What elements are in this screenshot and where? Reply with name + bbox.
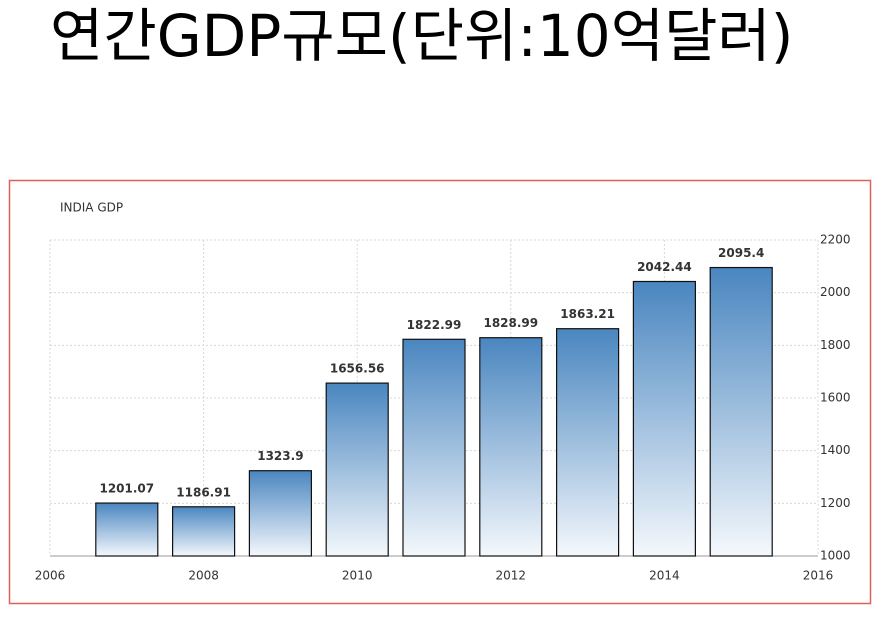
bar xyxy=(479,337,543,557)
x-tick-label: 2008 xyxy=(188,569,219,583)
bar xyxy=(555,328,620,557)
y-tick-label: 1800 xyxy=(820,338,851,352)
value-label: 1822.99 xyxy=(407,318,462,332)
bar xyxy=(172,506,236,557)
chart-frame xyxy=(8,179,872,605)
y-tick-label: 2000 xyxy=(820,285,851,299)
value-label: 1323.9 xyxy=(257,449,303,463)
value-label: 1201.07 xyxy=(99,482,154,496)
value-label: 2042.44 xyxy=(637,260,692,274)
chart-title: INDIA GDP xyxy=(60,201,123,215)
y-tick-label: 2200 xyxy=(820,233,851,247)
y-tick-label: 1000 xyxy=(820,549,851,563)
x-tick-label: 2014 xyxy=(649,569,680,583)
value-label: 1656.56 xyxy=(330,362,385,376)
x-tick-label: 2016 xyxy=(803,569,834,583)
bar xyxy=(248,470,312,557)
page-title: 연간GDP규모(단위:10억달러) xyxy=(50,2,793,70)
value-label: 1863.21 xyxy=(560,307,615,321)
bar xyxy=(402,338,466,557)
x-tick-label: 2012 xyxy=(496,569,527,583)
value-label: 1828.99 xyxy=(483,316,538,330)
x-tick-label: 2006 xyxy=(35,569,66,583)
bar xyxy=(325,382,389,557)
y-tick-label: 1200 xyxy=(820,496,851,510)
bar xyxy=(632,280,697,557)
y-tick-label: 1600 xyxy=(820,391,851,405)
value-label: 1186.91 xyxy=(176,485,231,499)
x-tick-label: 2010 xyxy=(342,569,373,583)
bar xyxy=(95,502,159,557)
y-tick-label: 1400 xyxy=(820,443,851,457)
bar xyxy=(709,266,773,557)
value-label: 2095.4 xyxy=(718,246,764,260)
